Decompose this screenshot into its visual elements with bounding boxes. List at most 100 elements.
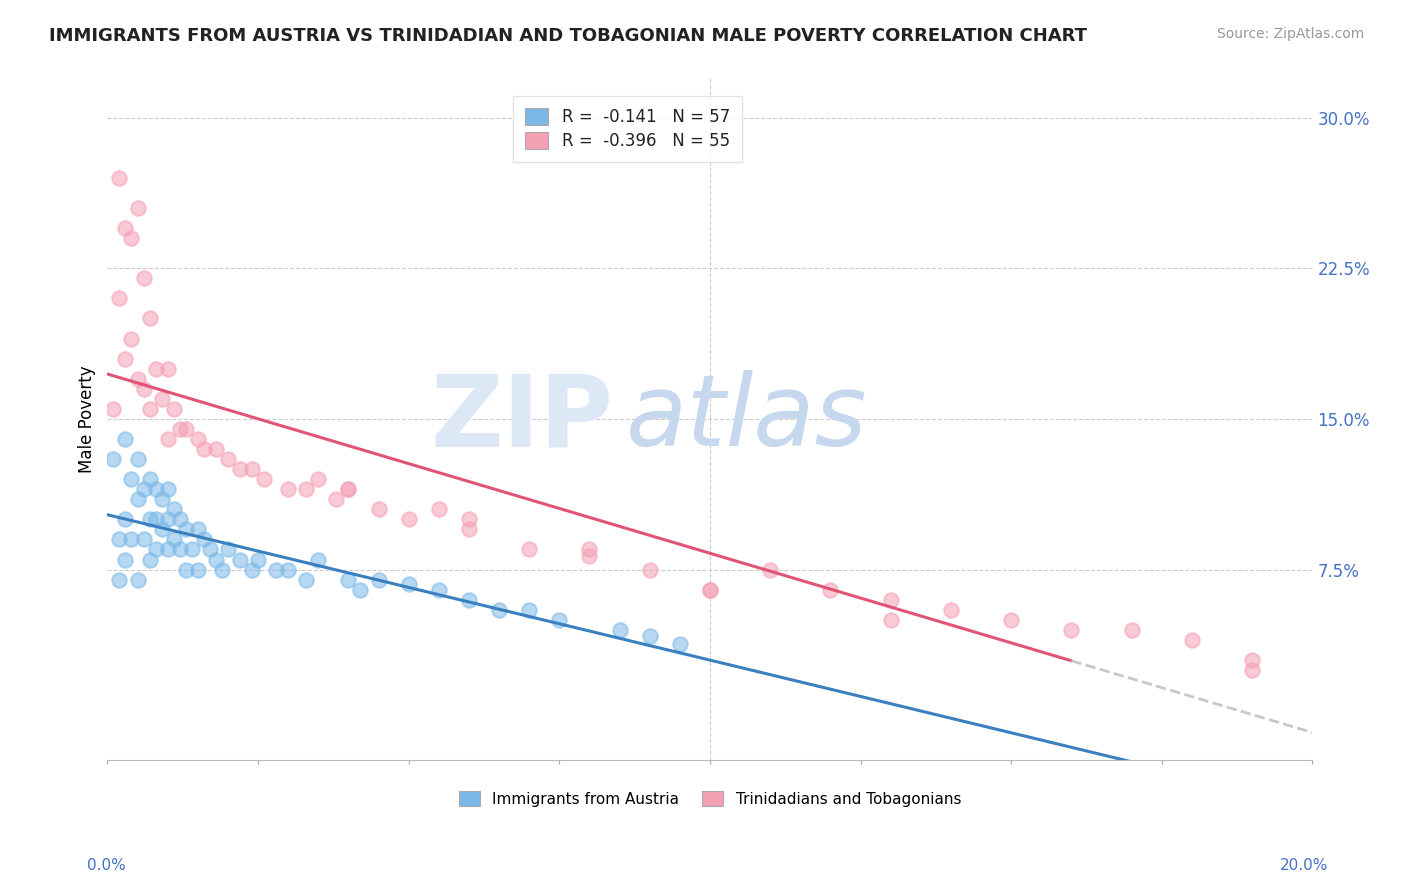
Point [349,582,371,597]
Point [229,552,252,566]
Point [398,576,420,591]
Point [517,542,540,557]
Point [127,573,149,587]
Point [150,522,173,536]
Point [240,462,263,476]
Point [145,542,167,557]
Point [217,452,239,467]
Point [127,372,149,386]
Point [156,432,179,446]
Point [108,292,131,306]
Point [427,582,450,597]
Point [114,552,136,566]
Point [307,552,329,566]
Point [217,542,239,557]
Point [205,442,228,456]
Legend: Immigrants from Austria, Trinidadians and Tobagonians: Immigrants from Austria, Trinidadians an… [451,783,969,814]
Point [114,432,136,446]
Point [517,603,540,617]
Point [277,482,299,496]
Point [638,563,661,577]
Text: ZIP: ZIP [430,370,613,467]
Point [138,472,160,486]
Point [163,401,186,416]
Point [127,201,149,215]
Point [205,552,228,566]
Point [229,462,252,476]
Point [150,392,173,406]
Point [145,361,167,376]
Point [1121,623,1143,637]
Point [193,442,215,456]
Point [138,552,160,566]
Point [163,533,186,547]
Point [132,382,155,396]
Point [114,351,136,366]
Point [114,512,136,526]
Point [132,533,155,547]
Point [138,401,160,416]
Y-axis label: Male Poverty: Male Poverty [79,365,96,473]
Point [609,623,631,637]
Point [108,170,131,185]
Point [1241,653,1264,667]
Point [1241,663,1264,677]
Point [156,482,179,496]
Point [759,563,782,577]
Point [879,613,901,627]
Point [121,231,143,245]
Point [121,472,143,486]
Point [264,563,287,577]
Text: IMMIGRANTS FROM AUSTRIA VS TRINIDADIAN AND TOBAGONIAN MALE POVERTY CORRELATION C: IMMIGRANTS FROM AUSTRIA VS TRINIDADIAN A… [49,27,1087,45]
Point [295,573,318,587]
Point [367,502,389,516]
Point [145,482,167,496]
Point [108,533,131,547]
Point [240,563,263,577]
Point [488,603,510,617]
Point [127,492,149,507]
Point [457,512,479,526]
Text: 20.0%: 20.0% [1281,858,1329,873]
Point [668,637,690,651]
Point [174,563,197,577]
Point [548,613,571,627]
Point [121,332,143,346]
Point [879,592,901,607]
Point [398,512,420,526]
Point [187,563,209,577]
Point [169,512,191,526]
Point [138,311,160,326]
Point [187,432,209,446]
Point [108,573,131,587]
Point [277,563,299,577]
Point [699,582,721,597]
Point [337,482,360,496]
Point [132,482,155,496]
Point [578,549,600,563]
Point [103,401,125,416]
Point [145,512,167,526]
Point [578,542,600,557]
Point [103,452,125,467]
Point [187,522,209,536]
Text: atlas: atlas [626,370,868,467]
Point [325,492,347,507]
Point [253,472,276,486]
Point [295,482,318,496]
Point [307,472,329,486]
Point [1181,632,1204,647]
Point [169,542,191,557]
Point [427,502,450,516]
Point [820,582,842,597]
Point [169,422,191,436]
Point [150,492,173,507]
Point [174,422,197,436]
Text: 0.0%: 0.0% [87,858,127,873]
Point [1000,613,1022,627]
Point [127,452,149,467]
Point [211,563,233,577]
Point [138,512,160,526]
Point [156,361,179,376]
Point [367,573,389,587]
